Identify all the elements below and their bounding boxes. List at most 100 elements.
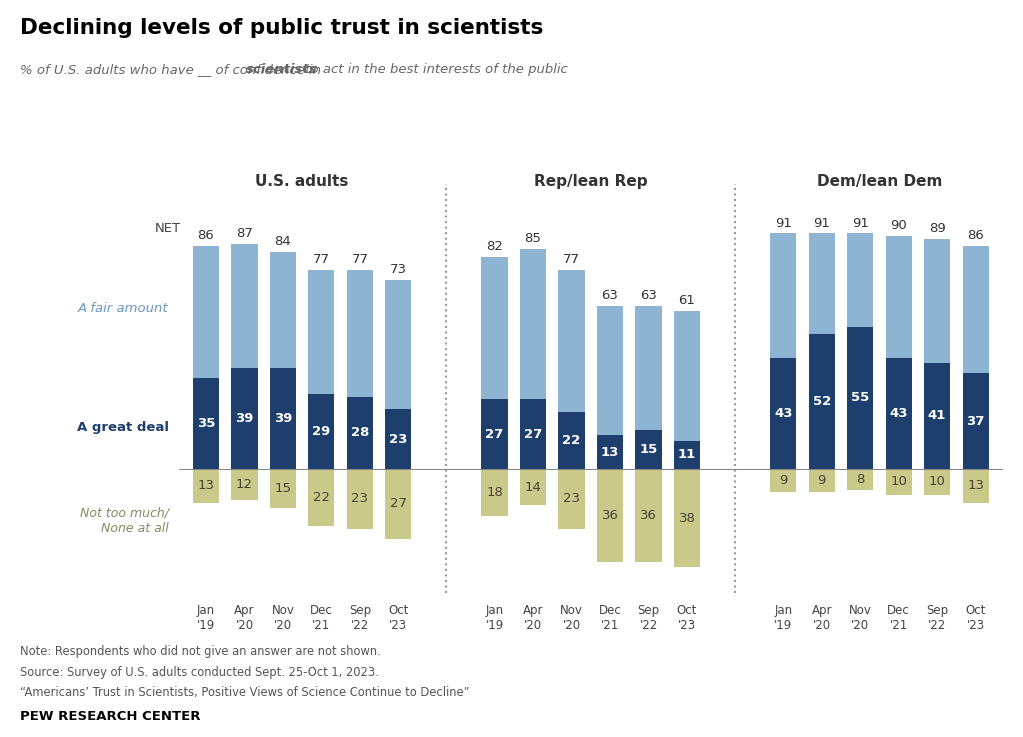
Text: 86: 86 — [197, 229, 215, 242]
Bar — [193, 469, 219, 503]
Text: 13: 13 — [601, 446, 619, 458]
Text: 90: 90 — [890, 219, 907, 232]
Text: % of U.S. adults who have __ of confidence in: % of U.S. adults who have __ of confiden… — [20, 63, 325, 76]
Bar — [559, 469, 584, 528]
Bar — [597, 436, 623, 469]
Bar — [770, 234, 796, 357]
Bar — [520, 399, 546, 469]
Bar — [308, 394, 335, 469]
Text: 91: 91 — [774, 217, 792, 229]
Bar — [674, 311, 700, 441]
Bar — [924, 363, 950, 469]
Text: 85: 85 — [525, 232, 541, 245]
Text: NET: NET — [154, 222, 181, 235]
Bar — [963, 469, 988, 503]
Text: 10: 10 — [929, 475, 945, 489]
Text: scientists: scientists — [246, 63, 317, 76]
Bar — [482, 256, 507, 399]
Bar — [386, 410, 411, 469]
Bar — [886, 469, 911, 495]
Text: 36: 36 — [602, 509, 619, 522]
Bar — [347, 469, 373, 528]
Text: 28: 28 — [351, 426, 369, 439]
Text: 52: 52 — [812, 395, 831, 408]
Bar — [193, 246, 219, 378]
Bar — [308, 270, 335, 394]
Text: 14: 14 — [525, 481, 541, 494]
Bar — [674, 469, 700, 567]
Bar — [559, 412, 584, 469]
Text: 82: 82 — [486, 240, 503, 253]
Text: 43: 43 — [774, 407, 793, 420]
Text: 87: 87 — [236, 227, 253, 240]
Bar — [635, 430, 662, 469]
Bar — [482, 399, 507, 469]
Text: 84: 84 — [274, 234, 292, 248]
Bar — [559, 270, 584, 412]
Bar — [193, 378, 219, 469]
Text: 41: 41 — [928, 410, 946, 422]
Bar — [520, 469, 546, 506]
Bar — [347, 270, 373, 397]
Text: 23: 23 — [389, 433, 407, 446]
Text: 9: 9 — [817, 474, 826, 487]
Bar — [635, 306, 662, 430]
Text: 77: 77 — [351, 253, 368, 266]
Text: Declining levels of public trust in scientists: Declining levels of public trust in scie… — [20, 18, 544, 38]
Text: 11: 11 — [678, 448, 696, 461]
Text: 29: 29 — [312, 425, 330, 438]
Text: Rep/lean Rep: Rep/lean Rep — [534, 175, 648, 189]
Text: 89: 89 — [929, 222, 945, 234]
Text: A fair amount: A fair amount — [78, 302, 169, 315]
Bar — [963, 373, 988, 469]
Text: 18: 18 — [486, 486, 503, 499]
Bar — [270, 469, 296, 508]
Text: 23: 23 — [351, 492, 368, 506]
Text: “Americans’ Trust in Scientists, Positive Views of Science Continue to Decline”: “Americans’ Trust in Scientists, Positiv… — [20, 686, 470, 699]
Bar — [386, 280, 411, 410]
Bar — [886, 357, 911, 469]
Bar — [770, 469, 796, 492]
Text: 77: 77 — [563, 253, 580, 266]
Text: 13: 13 — [967, 479, 984, 492]
Text: Source: Survey of U.S. adults conducted Sept. 25-Oct 1, 2023.: Source: Survey of U.S. adults conducted … — [20, 666, 380, 679]
Text: U.S. adults: U.S. adults — [256, 175, 349, 189]
Text: 27: 27 — [486, 427, 503, 441]
Bar — [674, 441, 700, 469]
Text: 22: 22 — [563, 434, 581, 447]
Text: 63: 63 — [640, 289, 657, 302]
Text: 9: 9 — [779, 474, 788, 487]
Text: 13: 13 — [197, 479, 215, 492]
Text: 8: 8 — [856, 473, 864, 486]
Bar — [482, 469, 507, 516]
Bar — [808, 469, 835, 492]
Bar — [231, 469, 258, 500]
Bar — [597, 306, 623, 436]
Text: 22: 22 — [313, 491, 329, 504]
Text: 23: 23 — [563, 492, 580, 506]
Text: 39: 39 — [235, 412, 254, 425]
Text: Note: Respondents who did not give an answer are not shown.: Note: Respondents who did not give an an… — [20, 645, 382, 658]
Text: 27: 27 — [390, 497, 407, 511]
Bar — [635, 469, 662, 562]
Text: 39: 39 — [274, 412, 293, 425]
Bar — [847, 469, 874, 489]
Bar — [886, 236, 911, 357]
Bar — [270, 251, 296, 368]
Text: PEW RESEARCH CENTER: PEW RESEARCH CENTER — [20, 710, 201, 724]
Bar — [847, 326, 874, 469]
Text: 15: 15 — [639, 443, 658, 456]
Text: 86: 86 — [967, 229, 984, 242]
Text: 10: 10 — [890, 475, 907, 489]
Bar — [386, 469, 411, 539]
Bar — [308, 469, 335, 526]
Bar — [347, 397, 373, 469]
Text: 43: 43 — [889, 407, 907, 420]
Text: 35: 35 — [196, 417, 215, 430]
Text: 91: 91 — [852, 217, 869, 229]
Text: 73: 73 — [390, 263, 407, 276]
Bar — [924, 239, 950, 363]
Bar — [808, 335, 835, 469]
Text: 63: 63 — [602, 289, 619, 302]
Text: 15: 15 — [274, 482, 292, 495]
